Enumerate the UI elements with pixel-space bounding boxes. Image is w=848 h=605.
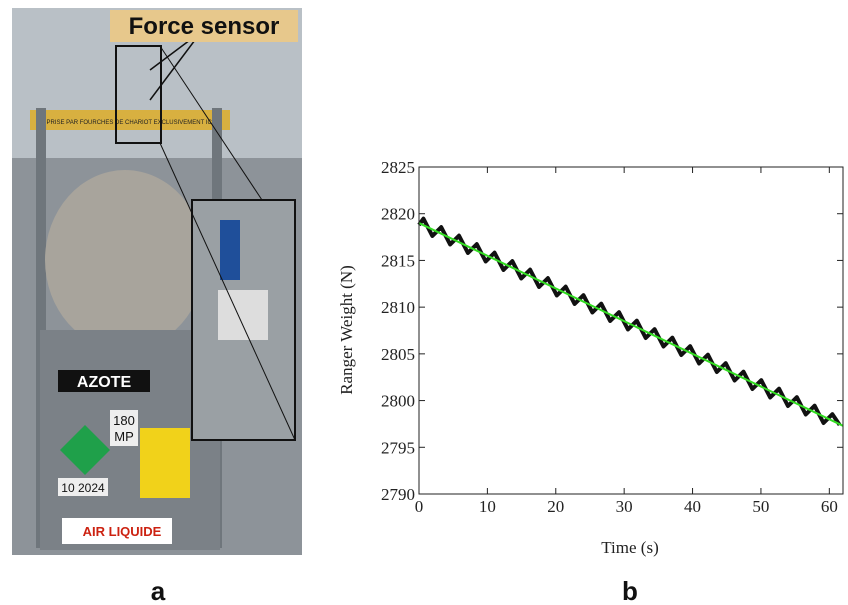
photo-text: AIR LIQUIDE	[83, 524, 162, 539]
y-axis-label: Ranger Weight (N)	[337, 265, 356, 395]
photo-text: AZOTE	[77, 374, 132, 391]
x-tick-label: 50	[752, 497, 769, 516]
photo: PRISE PAR FOURCHES DE CHARIOT EXCLUSIVEM…	[12, 8, 302, 555]
x-axis-label: Time (s)	[601, 538, 658, 557]
panel-label: a	[151, 576, 166, 605]
y-tick-label: 2810	[381, 298, 415, 317]
photo-text: 180	[113, 413, 135, 428]
data-line	[418, 222, 844, 427]
photo-text: 10 2024	[61, 481, 105, 495]
y-tick-label: 2800	[381, 392, 415, 411]
y-tick-label: 2820	[381, 205, 415, 224]
annotation: Force sensor	[129, 13, 280, 40]
x-tick-label: 40	[684, 497, 701, 516]
y-tick-label: 2795	[381, 438, 415, 457]
x-tick-label: 60	[821, 497, 838, 516]
data-line	[417, 216, 842, 426]
x-tick-label: 0	[415, 497, 424, 516]
x-tick-label: 20	[547, 497, 564, 516]
y-tick-label: 2790	[381, 485, 415, 504]
y-tick-label: 2815	[381, 251, 415, 270]
y-tick-label: 2805	[381, 345, 415, 364]
plot-frame	[418, 166, 844, 495]
photo-text: MP	[114, 429, 134, 444]
panel-label: b	[622, 576, 638, 605]
plot: 2790 2795 2800 2805 2810 2815 2820 2825 0 10 20 30 4…	[381, 158, 844, 516]
y-tick-label: 2825	[381, 158, 415, 177]
x-tick-label: 10	[479, 497, 496, 516]
x-tick-label: 30	[616, 497, 633, 516]
photo-text: PRISE PAR FOURCHES DE CHARIOT EXCLUSIVEM…	[46, 120, 213, 126]
